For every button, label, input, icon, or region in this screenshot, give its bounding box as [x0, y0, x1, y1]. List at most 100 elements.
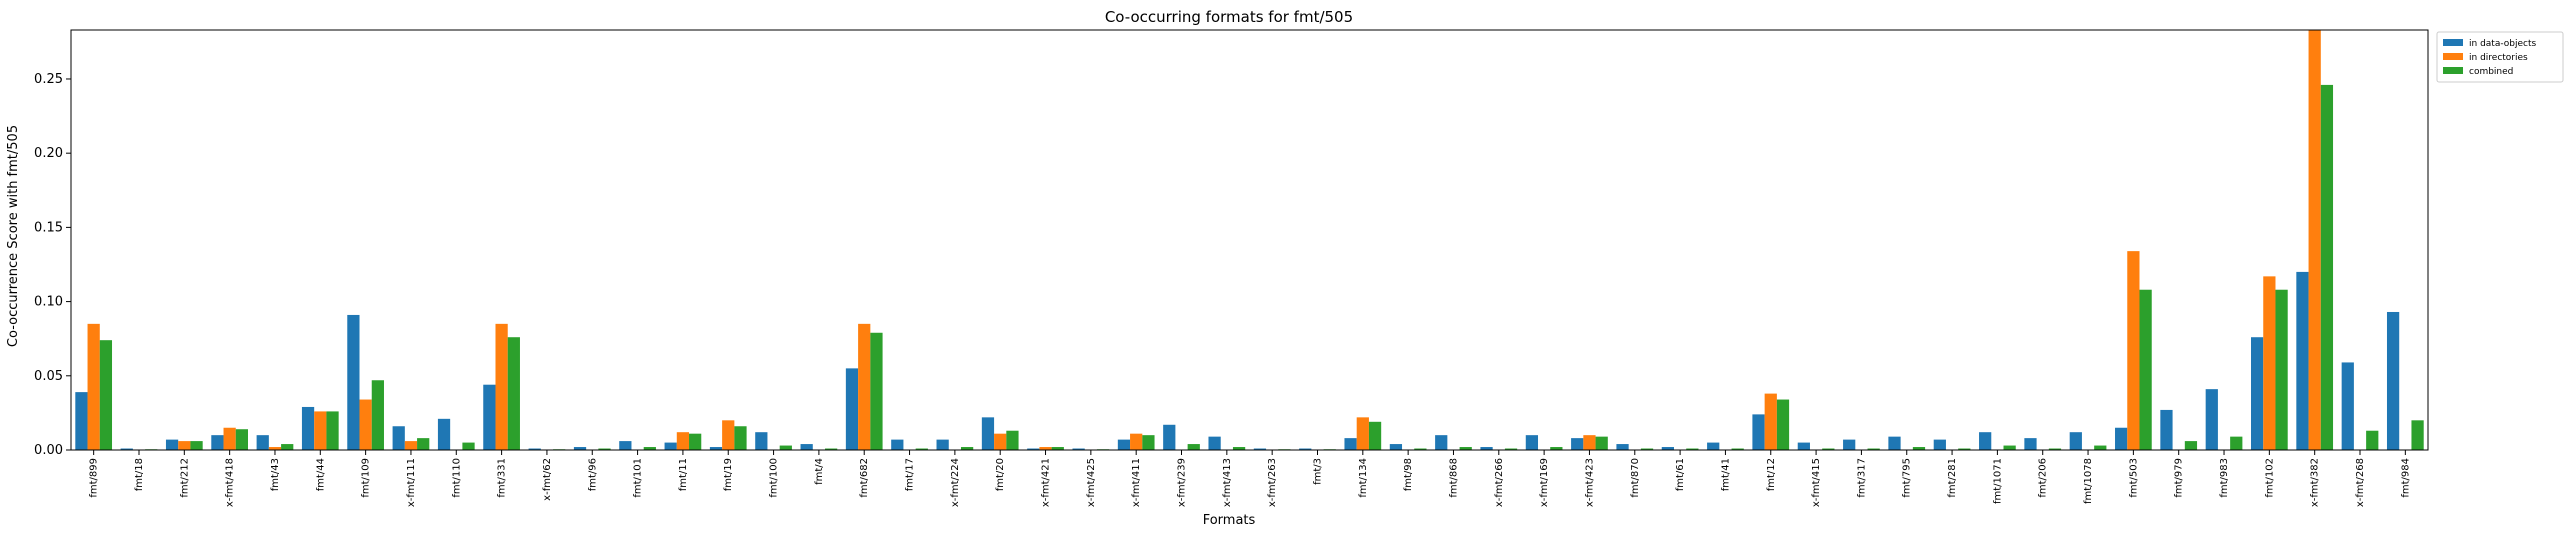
bar-fmt-11-series-2	[676, 432, 690, 450]
bar-fmt-96-series-1	[573, 447, 587, 450]
bar-fmt-11-series-3	[689, 433, 702, 450]
bar-fmt-3-series-1	[1299, 448, 1312, 450]
bar-x-fmt-111-series-3	[417, 438, 430, 450]
bar-fmt-96-series-3	[598, 448, 611, 450]
bar-x-fmt-239-series-1	[1163, 424, 1176, 450]
bar-fmt-19-series-3	[734, 426, 747, 450]
x-tick-label: fmt/317	[1856, 458, 1867, 498]
bar-x-fmt-263-series-1	[1253, 448, 1267, 450]
bars-layer	[75, 30, 2424, 450]
x-tick-label: fmt/102	[2264, 458, 2275, 498]
legend-swatch	[2443, 39, 2463, 46]
bar-x-fmt-418-series-1	[211, 435, 224, 450]
bar-fmt-12-series-1	[1752, 414, 1765, 450]
legend-swatch	[2443, 67, 2463, 74]
bar-fmt-109-series-3	[371, 380, 384, 450]
bar-fmt-1071-series-3	[2003, 445, 2016, 450]
bar-x-fmt-224-series-3	[960, 447, 974, 450]
bar-fmt-682-series-1	[845, 368, 859, 450]
bar-x-fmt-111-series-1	[392, 426, 405, 450]
x-tick-label: fmt/134	[1358, 458, 1369, 498]
x-tick-label: fmt/868	[1448, 458, 1459, 498]
bar-fmt-1078-series-1	[2069, 432, 2082, 450]
x-tick-label: fmt/1071	[1992, 458, 2003, 504]
bar-fmt-317-series-3	[1867, 448, 1880, 450]
x-tick-label: x-fmt/263	[1267, 458, 1278, 507]
bar-fmt-868-series-1	[1435, 435, 1448, 450]
bar-fmt-44-series-3	[326, 411, 339, 450]
bar-fmt-1071-series-1	[1979, 432, 1992, 450]
x-tick-label: fmt/96	[587, 458, 598, 491]
bar-fmt-4-series-3	[825, 448, 838, 450]
bar-fmt-331-series-1	[483, 384, 496, 450]
bar-x-fmt-421-series-3	[1051, 447, 1064, 450]
legend-swatch	[2443, 53, 2463, 60]
bar-x-fmt-169-series-1	[1525, 435, 1539, 450]
bar-fmt-870-series-1	[1616, 444, 1629, 450]
x-tick-label: fmt/899	[89, 458, 100, 498]
x-tick-label: fmt/101	[633, 458, 644, 498]
bar-fmt-98-series-3	[1414, 448, 1427, 450]
bar-x-fmt-411-series-3	[1142, 435, 1155, 450]
bar-fmt-109-series-2	[359, 399, 372, 450]
bar-fmt-503-series-3	[2139, 289, 2152, 450]
bar-fmt-17-series-3	[915, 448, 928, 450]
bar-x-fmt-266-series-1	[1480, 447, 1493, 450]
bar-fmt-979-series-1	[2160, 409, 2173, 450]
bar-fmt-281-series-1	[1933, 439, 1946, 450]
bar-fmt-134-series-3	[1368, 421, 1382, 450]
x-tick-label: fmt/4	[814, 458, 825, 485]
x-tick-label: fmt/212	[179, 458, 190, 498]
bar-fmt-102-series-1	[2251, 337, 2264, 450]
bar-fmt-43-series-2	[268, 447, 282, 450]
bar-fmt-984-series-3	[2411, 420, 2424, 450]
bar-fmt-100-series-1	[755, 432, 768, 450]
bar-x-fmt-224-series-1	[936, 439, 949, 450]
bar-fmt-20-series-1	[981, 417, 995, 450]
x-tick-label: x-fmt/425	[1086, 458, 1097, 507]
x-tick-label: fmt/109	[361, 458, 372, 498]
x-tick-label: x-fmt/169	[1539, 458, 1550, 507]
bar-fmt-12-series-2	[1764, 393, 1777, 450]
bar-fmt-134-series-1	[1344, 438, 1357, 450]
bar-fmt-20-series-2	[994, 433, 1007, 450]
legend-box	[2436, 31, 2564, 83]
bar-x-fmt-382-series-1	[2296, 271, 2309, 450]
bar-fmt-212-series-2	[178, 441, 191, 450]
bar-fmt-19-series-1	[709, 447, 723, 450]
y-tick-label: 0.25	[34, 72, 63, 87]
bar-x-fmt-413-series-1	[1208, 436, 1221, 450]
bar-x-fmt-423-series-3	[1595, 436, 1608, 450]
bar-fmt-43-series-1	[256, 435, 269, 450]
bar-fmt-870-series-3	[1640, 448, 1654, 450]
x-tick-label: fmt/331	[497, 458, 508, 498]
bar-x-fmt-239-series-3	[1187, 444, 1200, 450]
bar-x-fmt-421-series-2	[1039, 447, 1052, 450]
legend-label: in directories	[2469, 53, 2528, 63]
bar-fmt-984-series-1	[2386, 311, 2400, 450]
y-axis-label: Co-occurrence Score with fmt/505	[6, 125, 21, 347]
x-tick-label: x-fmt/224	[950, 458, 961, 507]
x-tick-label: fmt/43	[270, 458, 281, 491]
y-tick-label: 0.20	[34, 146, 63, 161]
bar-x-fmt-266-series-3	[1504, 448, 1518, 450]
bar-fmt-134-series-2	[1356, 417, 1369, 450]
bar-x-fmt-411-series-2	[1130, 433, 1143, 450]
bar-fmt-20-series-3	[1006, 430, 1019, 450]
bar-fmt-61-series-3	[1686, 448, 1699, 450]
bar-fmt-44-series-1	[301, 406, 315, 450]
bar-fmt-44-series-2	[314, 411, 327, 450]
bar-fmt-43-series-3	[281, 444, 294, 450]
x-tick-label: fmt/1078	[2083, 458, 2094, 504]
bar-fmt-795-series-3	[1912, 447, 1926, 450]
bar-fmt-101-series-3	[643, 447, 656, 450]
bar-fmt-41-series-3	[1731, 448, 1744, 450]
bar-fmt-102-series-3	[2275, 289, 2288, 450]
x-axis-label: Formats	[1203, 513, 1256, 528]
x-tick-label: x-fmt/415	[1811, 458, 1822, 507]
y-tick-label: 0.00	[34, 443, 63, 458]
bar-x-fmt-415-series-1	[1797, 442, 1810, 450]
bar-fmt-11-series-1	[664, 442, 677, 450]
y-tick-label: 0.10	[34, 295, 63, 310]
x-tick-label: x-fmt/111	[406, 458, 417, 507]
